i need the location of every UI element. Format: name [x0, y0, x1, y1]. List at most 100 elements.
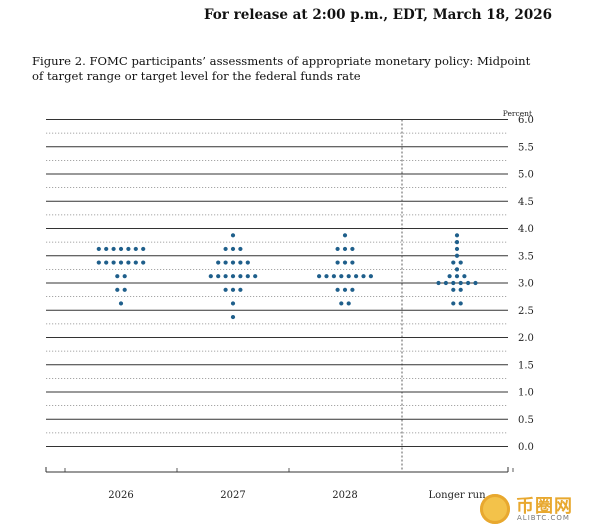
participant-dot — [118, 246, 124, 252]
participant-dot — [111, 246, 116, 252]
axes — [45, 119, 514, 473]
participant-dot — [216, 274, 221, 279]
participant-dot — [458, 301, 463, 306]
participant-dot — [331, 274, 336, 279]
participant-dot — [342, 246, 348, 252]
watermark-text: 币圈网 — [516, 496, 573, 517]
participant-dot — [253, 274, 258, 279]
participant-dot — [104, 246, 109, 252]
participant-dot — [354, 274, 359, 279]
participant-dot — [115, 274, 120, 279]
participant-dot — [223, 246, 228, 252]
participant-dot — [230, 301, 236, 306]
participant-dot — [454, 274, 460, 279]
participant-dot — [368, 274, 373, 279]
x-category-label: 2028 — [332, 490, 357, 501]
participant-dot — [208, 274, 213, 279]
y-tick-label: 4.0 — [518, 224, 534, 235]
participant-dot — [115, 287, 120, 292]
participant-dot — [230, 287, 236, 292]
participant-dot — [458, 260, 463, 265]
participant-dot — [454, 233, 460, 238]
y-tick-label: 3.0 — [518, 279, 534, 290]
participant-dot — [238, 287, 243, 292]
participant-dot — [350, 246, 355, 252]
y-tick-label: 1.5 — [518, 360, 534, 371]
grid-lines — [46, 119, 508, 447]
participant-dot — [454, 240, 460, 245]
participant-dot — [118, 301, 124, 306]
participant-dot — [230, 246, 236, 252]
participant-dot — [451, 260, 456, 265]
participant-dot — [238, 246, 243, 252]
y-tick-label: 6.0 — [518, 115, 534, 126]
participant-dot — [361, 274, 366, 279]
participant-dot — [339, 274, 344, 279]
participant-dot — [436, 280, 441, 286]
participant-dot — [133, 260, 138, 265]
participant-dot — [335, 246, 340, 252]
participant-dot — [473, 280, 478, 286]
watermark-logo-icon — [480, 494, 510, 524]
x-category-label: 2026 — [108, 490, 133, 501]
participant-dot — [335, 260, 340, 265]
participant-dot — [454, 253, 460, 258]
participant-dot — [238, 260, 243, 265]
participant-dot — [346, 301, 351, 306]
participant-dot — [458, 287, 463, 292]
participant-dot — [462, 274, 467, 279]
y-tick-label: 5.5 — [518, 142, 534, 153]
participant-dot — [238, 274, 243, 279]
labels: 6.0 5.5 5.0 4.5 4.0 3.5 3.0 2.5 2.0 1.5 1.0 0.5 0.0 P… — [108, 109, 534, 501]
y-tick-label: 1.0 — [518, 388, 534, 399]
x-category-label: 2027 — [220, 490, 245, 501]
participant-dot — [466, 280, 471, 286]
participant-dot — [342, 287, 348, 292]
participant-dot — [451, 280, 456, 286]
participant-dot — [111, 260, 116, 265]
x-category-label: Longer run — [428, 490, 486, 501]
participant-dot — [350, 260, 355, 265]
participant-dot — [339, 301, 344, 306]
participant-dot — [245, 260, 250, 265]
participant-dot — [324, 274, 329, 279]
y-tick-label: 0.5 — [518, 415, 534, 426]
participant-dot — [454, 267, 460, 272]
release-line: For release at 2:00 p.m., EDT, March 18,… — [203, 7, 552, 23]
y-tick-label: 5.0 — [518, 170, 534, 181]
participant-dot — [346, 274, 351, 279]
participant-dot — [133, 246, 138, 252]
dots — [96, 233, 478, 320]
y-unit-label: Percent — [503, 109, 532, 118]
participant-dot — [104, 260, 109, 265]
participant-dot — [223, 260, 228, 265]
participant-dot — [350, 287, 355, 292]
participant-dot — [118, 260, 124, 265]
y-tick-label: 2.0 — [518, 333, 534, 344]
participant-dot — [317, 274, 322, 279]
participant-dot — [96, 246, 101, 252]
participant-dot — [223, 274, 228, 279]
participant-dot — [342, 233, 348, 238]
participant-dot — [230, 314, 236, 320]
participant-dot — [126, 260, 131, 265]
participant-dot — [451, 301, 456, 306]
participant-dot — [223, 287, 228, 292]
watermark-sub: ALIBTC.COM — [517, 514, 570, 522]
participant-dot — [216, 260, 221, 265]
participant-dot — [141, 260, 146, 265]
participant-dot — [454, 246, 460, 252]
y-tick-label: 3.5 — [518, 251, 534, 262]
participant-dot — [230, 233, 236, 238]
participant-dot — [447, 274, 452, 279]
watermark: 币圈网 ALIBTC.COM — [480, 492, 592, 526]
participant-dot — [443, 280, 448, 286]
figure-caption: Figure 2. FOMC participants’ assessments… — [32, 54, 531, 83]
participant-dot — [335, 287, 340, 292]
y-tick-label: 0.0 — [518, 442, 534, 453]
participant-dot — [230, 274, 236, 279]
participant-dot — [245, 274, 250, 279]
participant-dot — [122, 287, 127, 292]
participant-dot — [126, 246, 131, 252]
